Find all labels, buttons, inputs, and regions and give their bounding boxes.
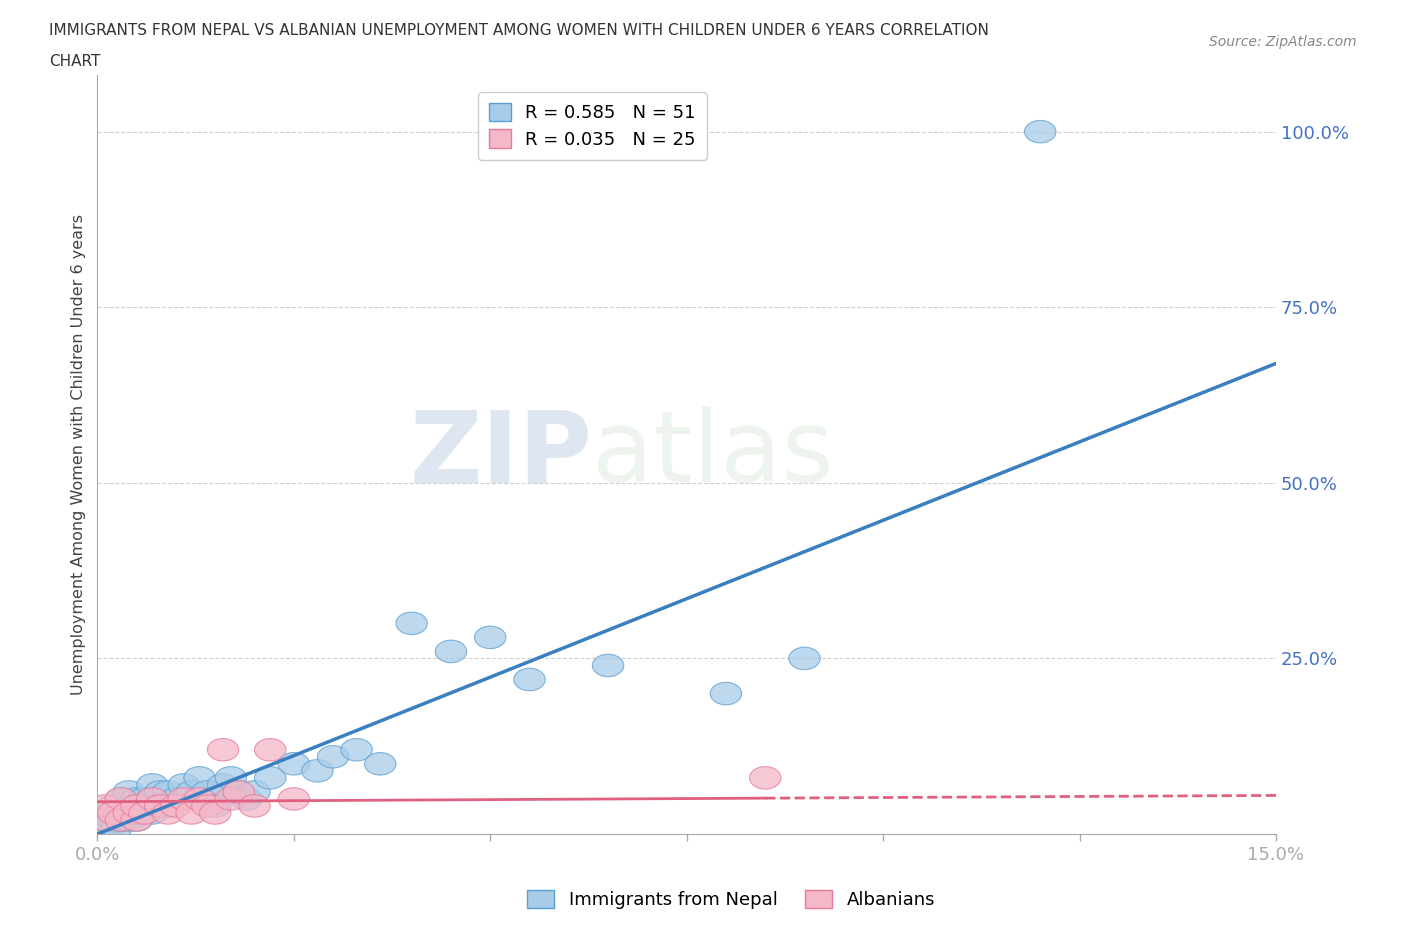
- Ellipse shape: [254, 766, 285, 789]
- Ellipse shape: [474, 626, 506, 648]
- Ellipse shape: [93, 816, 125, 838]
- Text: CHART: CHART: [49, 54, 101, 69]
- Ellipse shape: [191, 780, 224, 804]
- Ellipse shape: [278, 788, 309, 810]
- Legend: R = 0.585   N = 51, R = 0.035   N = 25: R = 0.585 N = 51, R = 0.035 N = 25: [478, 92, 706, 160]
- Ellipse shape: [145, 795, 176, 817]
- Ellipse shape: [145, 780, 176, 804]
- Ellipse shape: [184, 788, 215, 810]
- Ellipse shape: [136, 788, 169, 810]
- Ellipse shape: [152, 802, 184, 824]
- Ellipse shape: [121, 795, 152, 817]
- Ellipse shape: [90, 795, 121, 817]
- Ellipse shape: [1025, 120, 1056, 143]
- Ellipse shape: [160, 795, 191, 817]
- Ellipse shape: [200, 795, 231, 817]
- Ellipse shape: [112, 802, 145, 824]
- Ellipse shape: [105, 809, 136, 831]
- Ellipse shape: [90, 809, 121, 831]
- Ellipse shape: [789, 647, 820, 670]
- Ellipse shape: [160, 788, 191, 810]
- Ellipse shape: [513, 669, 546, 691]
- Ellipse shape: [215, 788, 246, 810]
- Ellipse shape: [112, 780, 145, 804]
- Ellipse shape: [112, 809, 145, 831]
- Ellipse shape: [191, 795, 224, 817]
- Ellipse shape: [86, 816, 117, 838]
- Ellipse shape: [121, 809, 152, 831]
- Ellipse shape: [105, 802, 136, 824]
- Ellipse shape: [129, 802, 160, 824]
- Ellipse shape: [136, 802, 169, 824]
- Ellipse shape: [101, 816, 132, 838]
- Ellipse shape: [364, 752, 396, 775]
- Ellipse shape: [436, 640, 467, 663]
- Ellipse shape: [710, 683, 741, 705]
- Ellipse shape: [176, 780, 207, 804]
- Ellipse shape: [340, 738, 373, 761]
- Ellipse shape: [129, 788, 160, 810]
- Ellipse shape: [176, 802, 207, 824]
- Ellipse shape: [184, 766, 215, 789]
- Text: atlas: atlas: [592, 406, 834, 503]
- Ellipse shape: [239, 795, 270, 817]
- Legend: Immigrants from Nepal, Albanians: Immigrants from Nepal, Albanians: [520, 883, 942, 916]
- Ellipse shape: [231, 788, 263, 810]
- Ellipse shape: [97, 802, 129, 824]
- Ellipse shape: [302, 760, 333, 782]
- Text: IMMIGRANTS FROM NEPAL VS ALBANIAN UNEMPLOYMENT AMONG WOMEN WITH CHILDREN UNDER 6: IMMIGRANTS FROM NEPAL VS ALBANIAN UNEMPL…: [49, 23, 988, 38]
- Y-axis label: Unemployment Among Women with Children Under 6 years: Unemployment Among Women with Children U…: [72, 214, 86, 696]
- Ellipse shape: [224, 780, 254, 804]
- Ellipse shape: [749, 766, 780, 789]
- Ellipse shape: [169, 774, 200, 796]
- Ellipse shape: [97, 809, 129, 831]
- Ellipse shape: [278, 752, 309, 775]
- Ellipse shape: [169, 788, 200, 810]
- Ellipse shape: [105, 809, 136, 831]
- Ellipse shape: [200, 802, 231, 824]
- Ellipse shape: [145, 795, 176, 817]
- Ellipse shape: [215, 766, 246, 789]
- Ellipse shape: [396, 612, 427, 634]
- Ellipse shape: [136, 774, 169, 796]
- Ellipse shape: [90, 802, 121, 824]
- Ellipse shape: [121, 809, 152, 831]
- Ellipse shape: [207, 738, 239, 761]
- Ellipse shape: [97, 795, 129, 817]
- Ellipse shape: [105, 788, 136, 810]
- Ellipse shape: [105, 788, 136, 810]
- Text: Source: ZipAtlas.com: Source: ZipAtlas.com: [1209, 35, 1357, 49]
- Ellipse shape: [152, 780, 184, 804]
- Ellipse shape: [121, 802, 152, 824]
- Ellipse shape: [254, 738, 285, 761]
- Ellipse shape: [224, 780, 254, 804]
- Ellipse shape: [592, 654, 624, 677]
- Ellipse shape: [152, 795, 184, 817]
- Ellipse shape: [90, 809, 121, 831]
- Ellipse shape: [112, 795, 145, 817]
- Ellipse shape: [239, 780, 270, 804]
- Text: ZIP: ZIP: [409, 406, 592, 503]
- Ellipse shape: [121, 788, 152, 810]
- Ellipse shape: [90, 816, 121, 838]
- Ellipse shape: [136, 788, 169, 810]
- Ellipse shape: [318, 746, 349, 768]
- Ellipse shape: [207, 774, 239, 796]
- Ellipse shape: [129, 802, 160, 824]
